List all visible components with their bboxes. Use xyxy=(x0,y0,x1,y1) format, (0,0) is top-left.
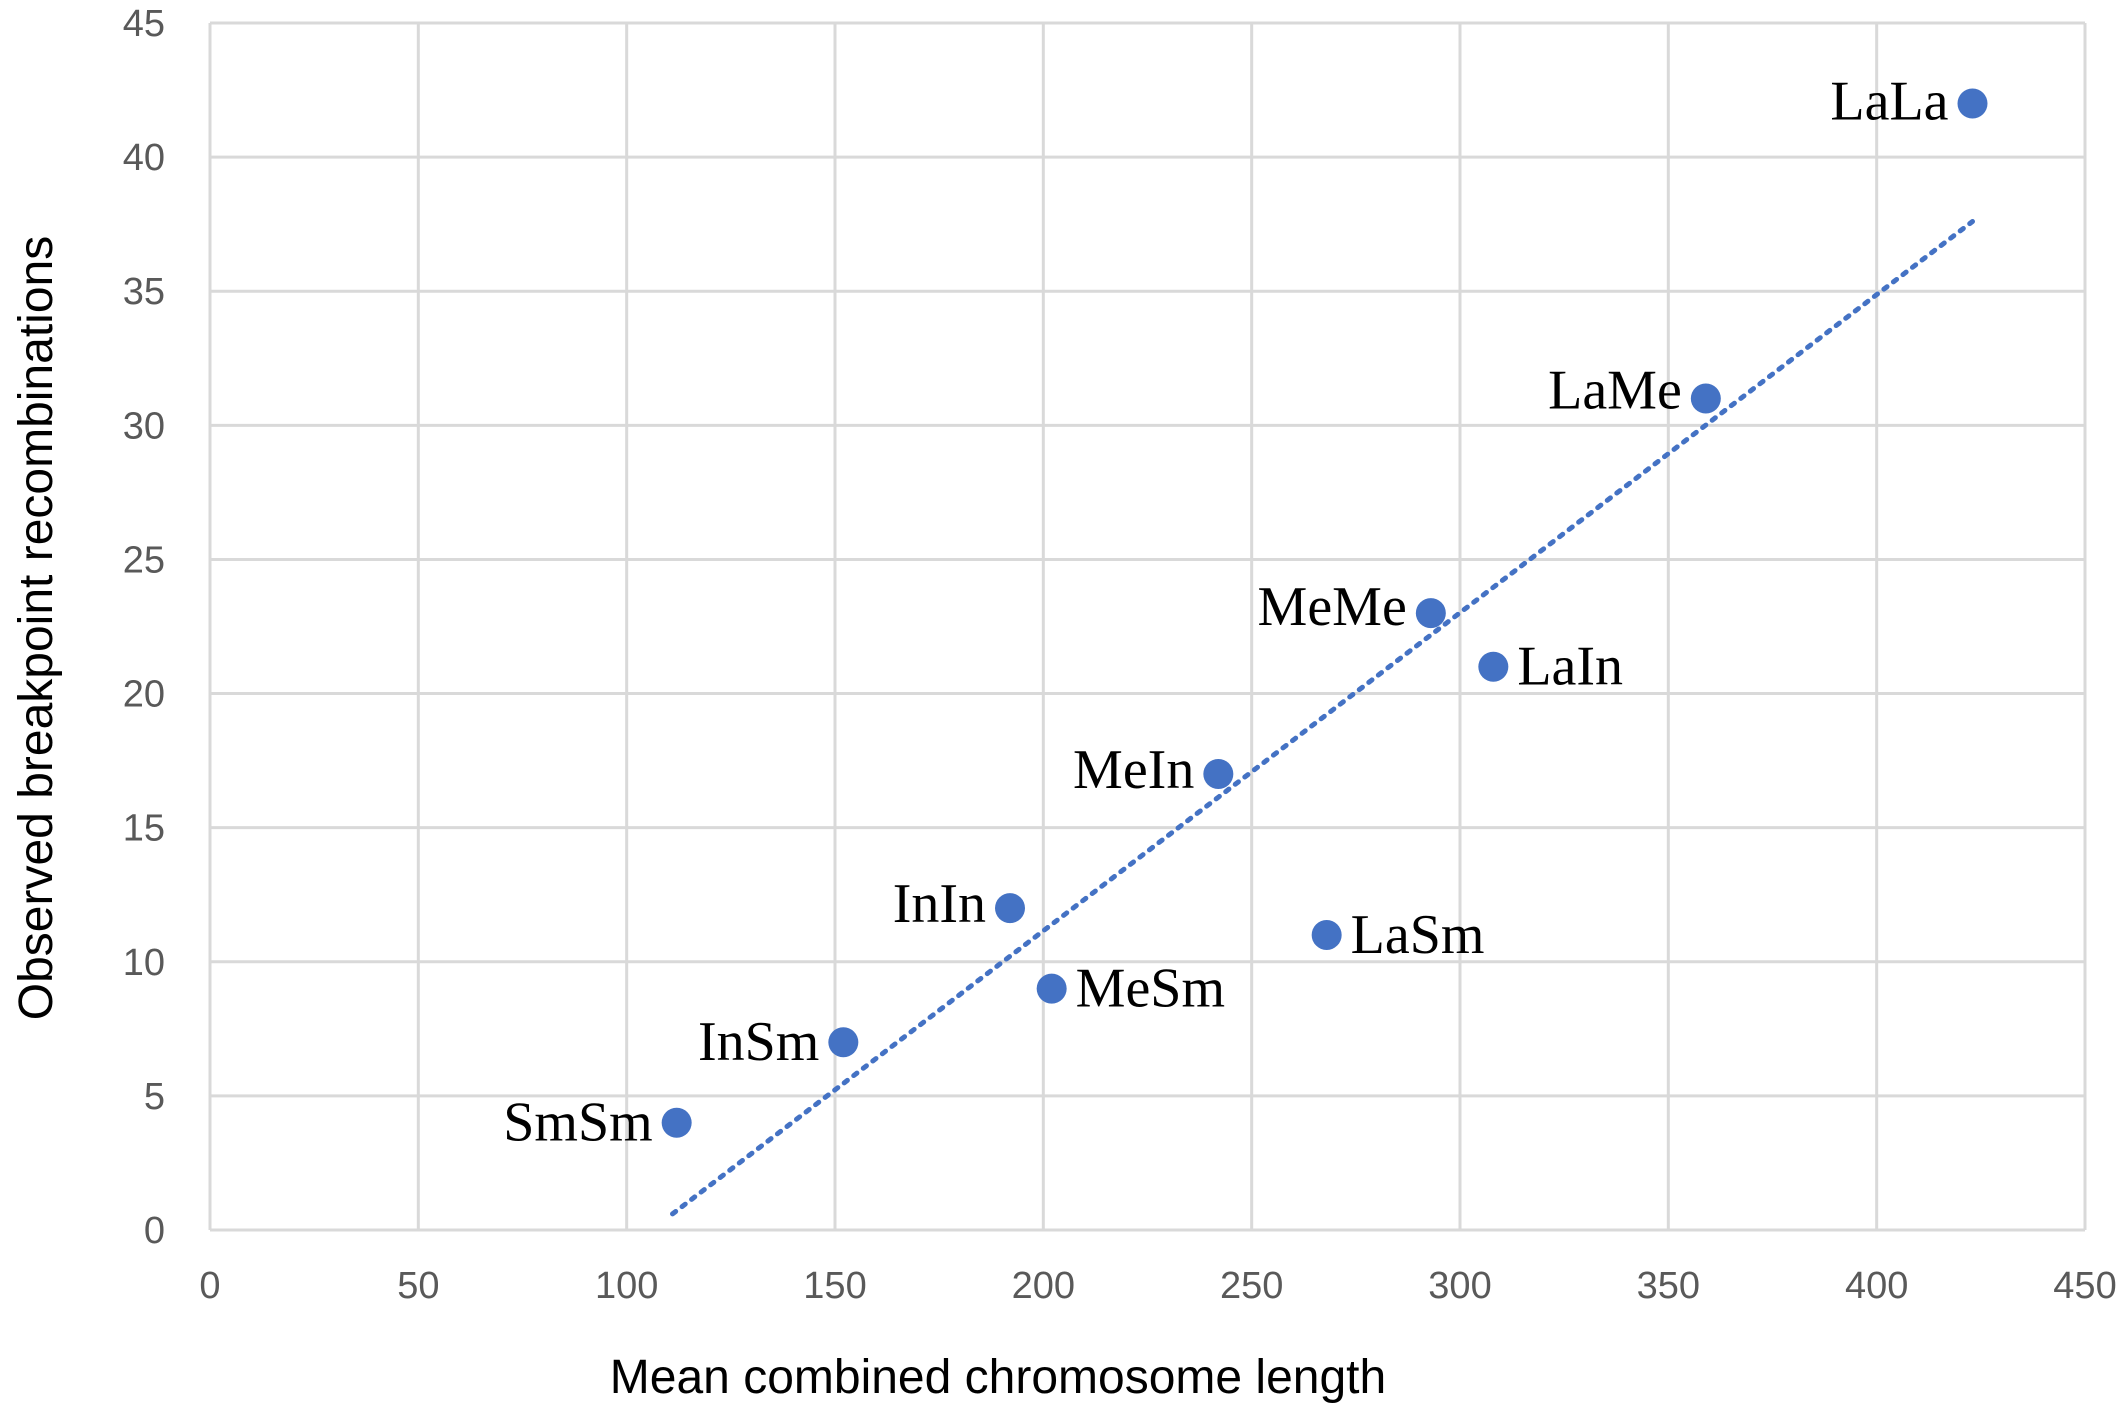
point-label: LaIn xyxy=(1517,636,1623,698)
trendline xyxy=(670,218,1975,1217)
x-tick-label: 150 xyxy=(803,1265,866,1307)
data-point xyxy=(1957,88,1988,119)
y-tick-label: 35 xyxy=(123,271,165,313)
data-point xyxy=(1203,759,1234,790)
x-tick-label: 300 xyxy=(1428,1265,1491,1307)
point-label: LaLa xyxy=(1830,70,1948,132)
data-points xyxy=(661,88,1988,1138)
point-label: SmSm xyxy=(503,1092,652,1154)
point-label: MeMe xyxy=(1258,576,1407,638)
y-tick-label: 25 xyxy=(123,539,165,581)
y-axis-title: Observed breakpoint recombinations xyxy=(10,236,63,1020)
x-axis-title: Mean combined chromosome length xyxy=(610,1351,1386,1404)
x-tick-label: 100 xyxy=(595,1265,658,1307)
x-axis-ticks: 0 50 100 150 200 250 300 350 400 450 xyxy=(199,1265,2116,1307)
data-point xyxy=(1690,383,1721,414)
x-tick-label: 350 xyxy=(1637,1265,1700,1307)
y-axis-ticks: 0 5 10 15 20 25 30 35 40 45 xyxy=(123,3,165,1252)
x-tick-label: 50 xyxy=(397,1265,439,1307)
point-label: MeIn xyxy=(1073,739,1194,801)
trendline-layer xyxy=(670,218,1975,1217)
y-tick-label: 40 xyxy=(123,137,165,179)
point-label: LaSm xyxy=(1351,904,1485,966)
x-tick-label: 0 xyxy=(199,1265,220,1307)
x-tick-label: 200 xyxy=(1012,1265,1075,1307)
x-tick-label: 250 xyxy=(1220,1265,1283,1307)
x-tick-label: 400 xyxy=(1845,1265,1908,1307)
point-labels: SmSm InSm MeSm InIn LaSm MeIn LaIn MeMe LaMe LaLa xyxy=(503,70,1948,1153)
x-tick-label: 450 xyxy=(2053,1265,2116,1307)
data-point xyxy=(1036,973,1067,1004)
data-point xyxy=(828,1027,859,1058)
y-tick-label: 15 xyxy=(123,808,165,850)
data-point xyxy=(1311,919,1342,950)
data-point xyxy=(1478,651,1509,682)
point-label: MeSm xyxy=(1076,958,1225,1020)
point-label: InSm xyxy=(698,1011,819,1073)
y-tick-label: 0 xyxy=(144,1210,165,1252)
y-tick-label: 30 xyxy=(123,405,165,447)
data-point xyxy=(1415,598,1446,629)
data-point xyxy=(661,1107,692,1138)
y-tick-label: 10 xyxy=(123,942,165,984)
data-point xyxy=(995,893,1025,924)
grid xyxy=(208,21,2087,1232)
y-tick-label: 5 xyxy=(144,1076,165,1118)
point-label: InIn xyxy=(893,873,986,935)
y-tick-label: 45 xyxy=(123,3,165,45)
point-label: LaMe xyxy=(1548,360,1682,422)
y-tick-label: 20 xyxy=(123,674,165,716)
